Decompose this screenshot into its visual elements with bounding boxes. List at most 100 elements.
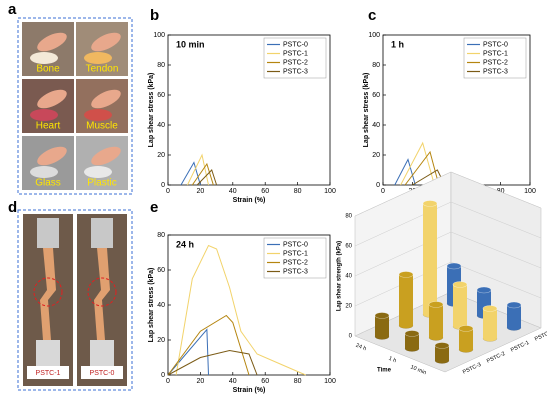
plot-frame xyxy=(167,34,331,186)
bar xyxy=(405,333,419,349)
category-label: 10 min xyxy=(409,364,427,376)
sample xyxy=(40,248,56,340)
series-label: PSTC-1 xyxy=(510,340,530,354)
series-line xyxy=(180,161,201,186)
clamp xyxy=(91,218,113,248)
bar xyxy=(483,308,497,339)
legend-label: PSTC-0 xyxy=(283,41,308,48)
z-axis-label: Lap shear strength (kPa) xyxy=(337,241,343,311)
legend-label: PSTC-0 xyxy=(283,241,308,248)
finger xyxy=(91,32,121,52)
tissue xyxy=(84,109,112,121)
grid-line xyxy=(354,261,542,307)
panel-label: a xyxy=(8,1,17,18)
highlight xyxy=(33,277,63,307)
panel-label: b xyxy=(150,7,159,24)
x-tick-label: 80 xyxy=(497,188,505,195)
chart-title: 10 min xyxy=(176,39,205,49)
sample xyxy=(94,248,110,340)
series-line xyxy=(196,169,218,186)
legend-label: PSTC-1 xyxy=(283,250,308,257)
bar xyxy=(429,304,443,338)
legend-label: PSTC-2 xyxy=(483,59,508,66)
photo-label: PSTC-1 xyxy=(36,370,61,377)
tissue xyxy=(30,166,58,178)
x-tick-label: 40 xyxy=(229,378,237,385)
z-tick-label: 60 xyxy=(345,244,352,250)
finger xyxy=(37,32,67,52)
series-line xyxy=(394,158,416,186)
y-tick-label: 0 xyxy=(376,182,380,189)
x-tick-label: 80 xyxy=(294,188,302,195)
bar xyxy=(423,203,437,315)
photo-label: Bone xyxy=(36,64,60,75)
legend-label: PSTC-3 xyxy=(283,68,308,75)
y-tick-label: 60 xyxy=(372,92,380,99)
bar-top xyxy=(476,286,492,294)
x-tick-label: 60 xyxy=(261,378,269,385)
clamp xyxy=(36,340,60,366)
grid-line xyxy=(354,201,542,247)
photo-label: Plastic xyxy=(87,178,116,189)
series-line xyxy=(175,244,306,376)
time-axis-label: Time xyxy=(377,368,392,374)
chart-title: 24 h xyxy=(176,239,194,249)
label-box xyxy=(81,366,123,379)
bar xyxy=(459,328,473,350)
series-line xyxy=(167,349,258,376)
tissue xyxy=(30,109,58,121)
bar xyxy=(507,305,521,328)
bar-top xyxy=(482,305,498,312)
x-tick-label: 100 xyxy=(324,188,336,195)
y-axis-label: Lap shear stress (kPa) xyxy=(148,73,155,148)
clamp xyxy=(90,340,114,366)
bar-top xyxy=(506,301,522,309)
series-label: PSTC-3 xyxy=(462,362,482,376)
bar-top xyxy=(422,200,438,207)
y-tick-label: 60 xyxy=(157,267,165,274)
x-tick-label: 60 xyxy=(261,188,269,195)
photo-label: Glass xyxy=(35,178,61,189)
finger xyxy=(37,89,67,109)
photo-label: Heart xyxy=(36,121,61,132)
bar-top xyxy=(434,342,450,349)
x-axis-label: Strain (%) xyxy=(233,387,266,394)
series-line xyxy=(404,150,440,186)
tissue xyxy=(30,52,58,64)
bar xyxy=(435,345,449,361)
series-label: PSTC-2 xyxy=(486,351,506,365)
y-tick-label: 40 xyxy=(372,122,380,129)
y-tick-label: 100 xyxy=(368,32,380,39)
tissue xyxy=(84,166,112,178)
y-tick-label: 100 xyxy=(153,32,165,39)
panel-d-frame xyxy=(17,209,133,391)
series-line xyxy=(186,153,209,186)
y-tick-label: 20 xyxy=(157,337,165,344)
y-tick-label: 0 xyxy=(161,372,165,379)
tissue xyxy=(84,52,112,64)
y-tick-label: 20 xyxy=(372,152,380,159)
label-box xyxy=(27,366,69,379)
legend-label: PSTC-3 xyxy=(283,268,308,275)
clamp xyxy=(37,218,59,248)
x-tick-label: 100 xyxy=(324,378,336,385)
category-label: 24 h xyxy=(355,343,367,353)
y-tick-label: 40 xyxy=(157,122,165,129)
grid-line xyxy=(354,171,542,217)
legend-label: PSTC-1 xyxy=(483,50,508,57)
panel-label: c xyxy=(368,7,376,24)
x-tick-label: 0 xyxy=(381,188,385,195)
bar xyxy=(375,315,389,337)
highlight xyxy=(87,277,117,307)
bar-top xyxy=(452,281,468,288)
y-tick-label: 40 xyxy=(157,302,165,309)
bar xyxy=(453,284,467,327)
y-tick-label: 20 xyxy=(157,152,165,159)
panel-a-frame xyxy=(17,17,133,195)
legend-label: PSTC-2 xyxy=(283,259,308,266)
finger xyxy=(91,146,121,166)
y-tick-label: 80 xyxy=(372,62,380,69)
legend-label: PSTC-3 xyxy=(483,68,508,75)
grid-line xyxy=(354,231,542,277)
